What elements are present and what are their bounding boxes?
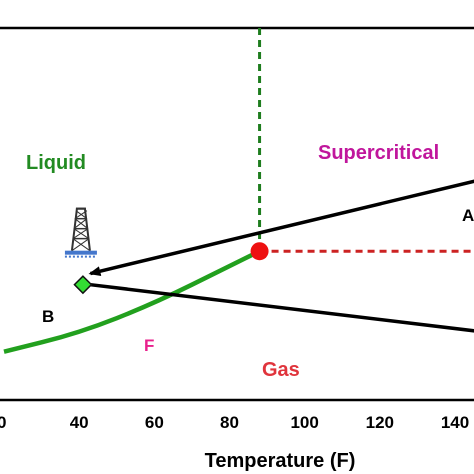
region-label-supercritical: Supercritical [318, 142, 439, 164]
point-label-b: B [42, 307, 54, 326]
point-b-marker [73, 275, 93, 295]
point-label-f: F [144, 336, 154, 355]
x-tick-label: 120 [366, 413, 394, 432]
oil-rig-icon [64, 207, 97, 258]
x-tick-label: 100 [290, 413, 318, 432]
x-axis-tick-labels: 0 40 60 80 100 120 140 [0, 413, 469, 432]
x-tick-label: 0 [0, 413, 6, 432]
x-axis-title: Temperature (F) [205, 450, 356, 472]
region-label-gas: Gas [262, 359, 300, 381]
x-tick-label: 40 [70, 413, 89, 432]
x-tick-label: 140 [441, 413, 469, 432]
x-tick-label: 60 [145, 413, 164, 432]
region-label-liquid: Liquid [26, 152, 86, 174]
vapor-pressure-curve [3, 249, 261, 354]
arrow-a-to-b [88, 179, 474, 277]
plot-frame [0, 26, 474, 402]
x-tick-label: 80 [220, 413, 239, 432]
line-b-to-end [90, 282, 474, 333]
critical-point-marker [250, 242, 269, 261]
point-label-a: A [462, 206, 474, 225]
